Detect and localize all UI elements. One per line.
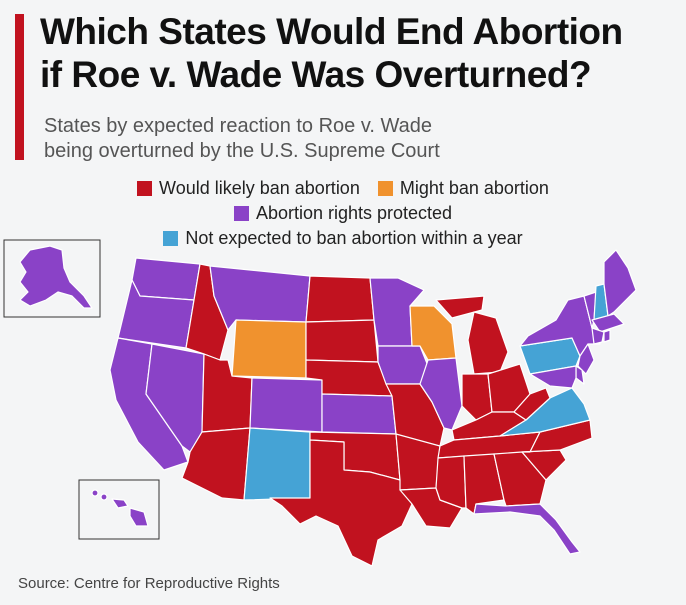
legend-label-not-expected: Not expected to ban abortion within a ye… (185, 228, 523, 248)
state-il (419, 357, 463, 431)
state-wa (131, 257, 201, 301)
state-co (249, 377, 323, 433)
legend-item-might: Might ban abortion (377, 178, 549, 199)
legend-row-2: Abortion rights protected (0, 201, 686, 226)
state-tx (269, 439, 413, 567)
state-wv (513, 387, 551, 421)
legend-swatch-ban (137, 181, 153, 196)
state-md (529, 365, 577, 389)
legend-swatch-not-expected (163, 231, 179, 246)
legend-swatch-might (377, 181, 393, 196)
state-ct (591, 327, 605, 345)
source-note: Source: Centre for Reproductive Rights (18, 575, 280, 592)
subtitle-line-1: States by expected reaction to Roe v. Wa… (44, 115, 432, 137)
state-fl (473, 503, 581, 555)
state-ny (519, 295, 601, 357)
legend-item-ban: Would likely ban abortion (137, 178, 360, 199)
state-ma (591, 313, 625, 333)
hawaii-inset-frame (78, 479, 160, 540)
state-ak (19, 245, 93, 309)
state-me (603, 249, 637, 317)
state-nd (305, 275, 375, 323)
us-map (3, 239, 637, 567)
legend-row-3: Not expected to ban abortion within a ye… (0, 226, 686, 251)
legend-item-protected: Abortion rights protected (233, 203, 453, 224)
state-ia (377, 345, 429, 385)
alaska-inset-frame (3, 239, 101, 318)
subtitle-line-2: being overturned by the U.S. Supreme Cou… (44, 140, 440, 162)
legend-row-1: Would likely ban abortion Might ban abor… (0, 176, 686, 201)
state-ks (321, 393, 397, 435)
state-ri (603, 329, 611, 343)
title-line-1: Which States Would End Abortion (40, 11, 623, 52)
state-in (461, 373, 493, 421)
state-wy (231, 319, 307, 379)
legend-label-protected: Abortion rights protected (255, 203, 453, 223)
legend: Would likely ban abortion Might ban abor… (0, 176, 686, 251)
subtitle: States by expected reaction to Roe v. Wa… (44, 114, 664, 164)
state-hi (91, 489, 149, 527)
accent-bar (15, 14, 24, 160)
legend-label-might: Might ban abortion (399, 178, 549, 198)
page-title: Which States Would End Abortion if Roe v… (40, 10, 680, 96)
state-nm (243, 427, 311, 501)
state-sd (305, 319, 379, 363)
legend-label-ban: Would likely ban abortion (159, 178, 360, 198)
state-nj (577, 343, 595, 375)
title-line-2: if Roe v. Wade Was Overturned? (40, 54, 592, 95)
state-ms (435, 455, 467, 509)
legend-item-not-expected: Not expected to ban abortion within a ye… (163, 228, 523, 249)
legend-swatch-protected (233, 206, 249, 221)
